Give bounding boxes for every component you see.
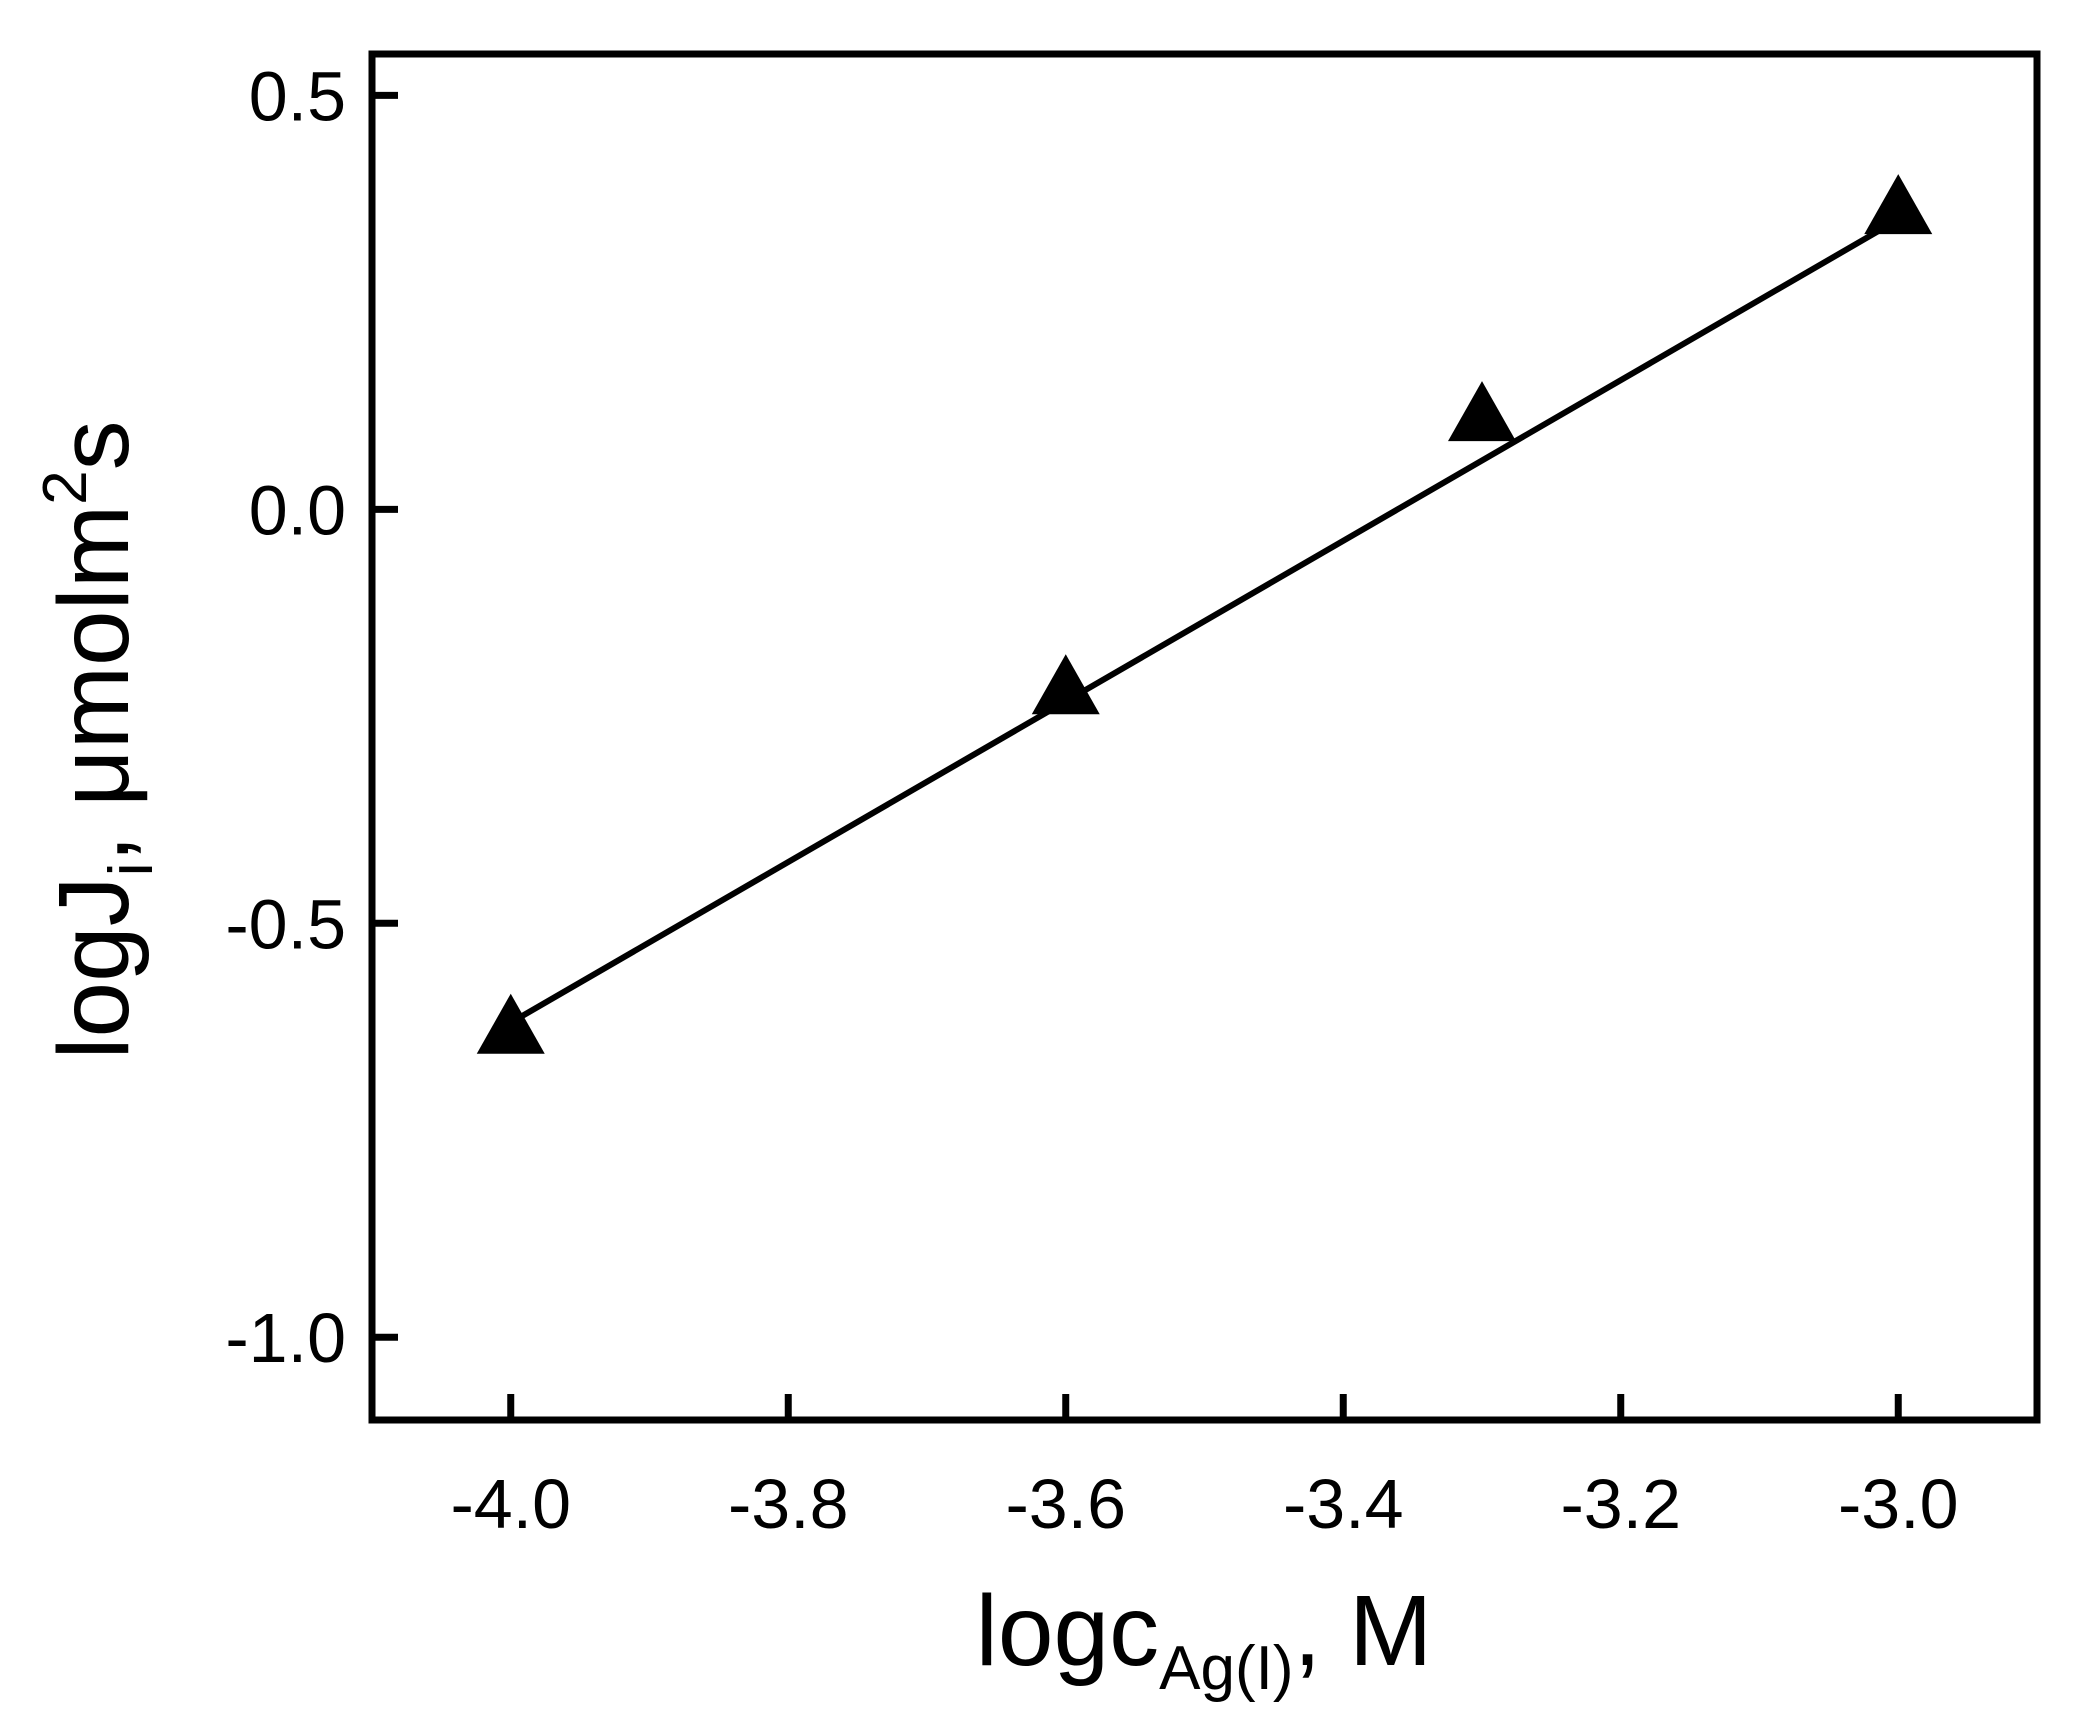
x-axis-ticks: -4.0 -3.8 -3.6 -3.4 -3.2 -3.0 <box>450 1394 1959 1543</box>
x-tick-label: -3.0 <box>1838 1465 1959 1543</box>
y-tick-label: -1.0 <box>225 1299 346 1377</box>
x-axis-label-unit: , M <box>1293 1575 1432 1687</box>
y-axis-ticks: -1.0 -0.5 0.0 0.5 <box>225 57 398 1377</box>
plot-frame <box>368 50 2041 1424</box>
y-axis-label-unit: , μmolm <box>38 505 150 863</box>
x-tick-label: -4.0 <box>450 1465 571 1543</box>
x-tick-label: -3.6 <box>1005 1465 1126 1543</box>
fit-line <box>509 216 1900 1026</box>
data-point-marker <box>476 993 545 1054</box>
y-tick-label: 0.5 <box>249 57 346 135</box>
series <box>476 174 1933 1054</box>
x-axis-label-main: logc <box>976 1575 1159 1687</box>
y-axis-label-superscript: 2 <box>31 470 100 504</box>
y-axis-label: logJi, μmolm2s <box>31 420 166 1059</box>
y-axis-label-main: logJ <box>38 876 150 1059</box>
data-point-marker <box>1448 381 1516 442</box>
x-tick-label: -3.4 <box>1283 1465 1404 1543</box>
y-axis-label-unit-end: s <box>38 420 150 470</box>
y-tick-label: 0.0 <box>249 471 346 549</box>
x-axis-label-subscript: Ag(I) <box>1159 1634 1293 1703</box>
x-axis-label: logcAg(I), M <box>976 1575 1433 1703</box>
data-point-marker <box>1031 654 1100 715</box>
data-point-marker <box>1864 174 1933 235</box>
y-axis-label-subscript: i <box>97 862 166 876</box>
x-tick-label: -3.8 <box>728 1465 849 1543</box>
y-tick-label: -0.5 <box>225 885 346 963</box>
x-tick-label: -3.2 <box>1560 1465 1681 1543</box>
